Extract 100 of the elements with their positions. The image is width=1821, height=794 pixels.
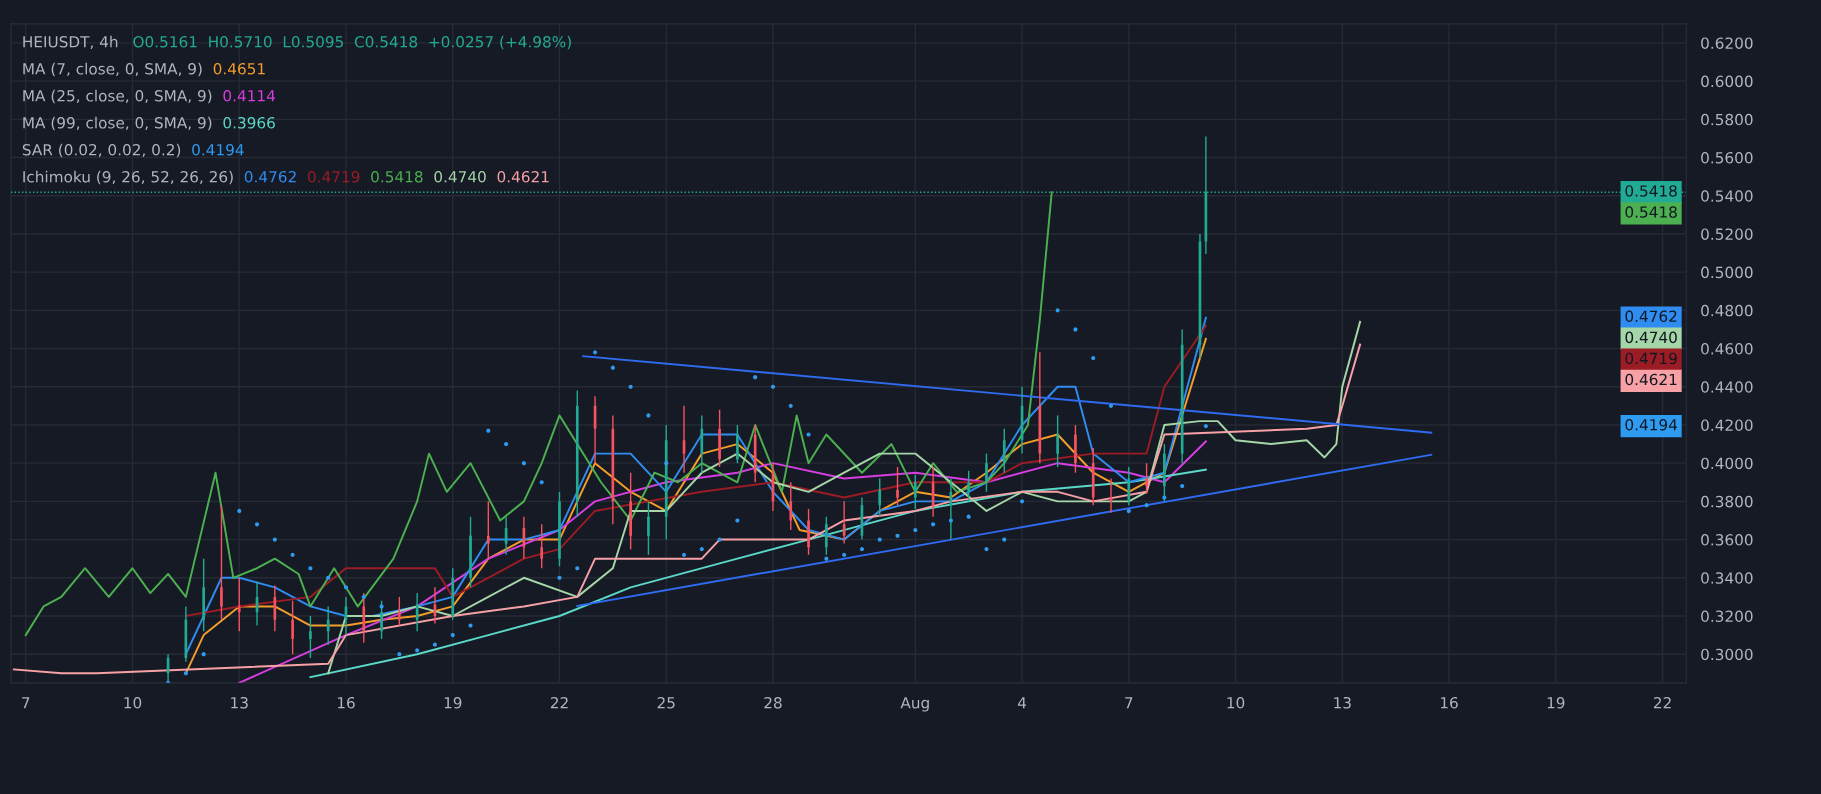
- candlestick: [202, 557, 205, 632]
- annotation: 0.3966: [223, 116, 275, 129]
- y-tick-label: 0.4400: [1701, 381, 1753, 393]
- candlestick: [985, 452, 988, 493]
- point: [504, 441, 509, 447]
- annotation: 0.4719: [307, 170, 360, 183]
- x-tick-label: 19: [444, 697, 462, 709]
- annotation: 0.5418: [371, 170, 423, 183]
- point: [859, 547, 865, 552]
- annotation: MA (7, close, 0, SMA, 9): [23, 62, 202, 77]
- y-tick-label: 0.6200: [1701, 37, 1753, 49]
- point: [699, 547, 704, 552]
- point: [272, 537, 277, 542]
- annotation: MA (25, close, 0, SMA, 9): [23, 89, 212, 104]
- point: [432, 642, 438, 647]
- point: [486, 428, 491, 433]
- point: [592, 350, 598, 355]
- x-tick-label: 22: [550, 697, 568, 709]
- point: [948, 518, 953, 523]
- point: [521, 461, 526, 466]
- y-tick-label: 0.3000: [1701, 648, 1753, 661]
- y-tick-label: 0.4600: [1701, 343, 1753, 355]
- point: [575, 566, 580, 571]
- candlestick: [486, 500, 490, 560]
- x-tick-label: Aug: [900, 697, 929, 712]
- point: [931, 522, 936, 527]
- y-tick-label: 0.5800: [1701, 113, 1753, 126]
- x-tick-label: 4: [1017, 697, 1027, 709]
- annotation: 0.4719: [1625, 352, 1677, 365]
- annotation: 0.4651: [213, 63, 265, 75]
- annotation: 0.5418: [1625, 206, 1677, 218]
- x-tick-label: 19: [1547, 697, 1565, 709]
- y-tick-label: 0.5400: [1701, 190, 1753, 202]
- candlestick: [1056, 414, 1059, 468]
- x-tick-label: 16: [337, 697, 355, 709]
- annotation: 0.4194: [192, 143, 244, 156]
- y-tick-label: 0.4000: [1701, 457, 1753, 470]
- candlestick: [807, 508, 810, 556]
- annotation: 0.4740: [434, 170, 486, 183]
- point: [895, 533, 900, 538]
- x-tick-label: 13: [1334, 697, 1351, 709]
- point: [842, 552, 847, 557]
- candlestick: [647, 500, 650, 556]
- x-tick-label: 28: [764, 697, 782, 709]
- point: [539, 480, 544, 485]
- x-tick-label: 7: [1125, 697, 1133, 709]
- x-tick-label: 16: [1440, 697, 1458, 709]
- point: [1019, 499, 1025, 504]
- candlestick: [1002, 428, 1006, 474]
- annotation: 0.4621: [1625, 373, 1677, 386]
- annotation: SAR (0.02, 0.02, 0.2): [22, 143, 181, 158]
- point: [806, 432, 811, 437]
- annotation: Ichimoku (9, 26, 52, 26, 26): [23, 170, 233, 185]
- y-tick-label: 0.3200: [1701, 610, 1753, 622]
- point: [415, 648, 420, 653]
- point: [753, 375, 758, 380]
- candlestick: [1074, 424, 1077, 474]
- candlestick: [789, 481, 793, 531]
- x-tick-label: 10: [124, 697, 142, 709]
- candlestick: [558, 491, 561, 568]
- point: [450, 633, 455, 638]
- x-tick-label: 10: [1227, 697, 1245, 709]
- candlestick: [309, 615, 312, 659]
- annotation: 0.5418: [1625, 185, 1677, 197]
- point: [361, 594, 366, 599]
- candlestick: [291, 600, 294, 655]
- y-tick-label: 0.3400: [1701, 572, 1753, 584]
- point: [966, 514, 971, 519]
- text: HEIUSDT, 4h: [23, 35, 118, 50]
- candlestick: [540, 523, 544, 569]
- point: [237, 508, 242, 514]
- y-tick-label: 0.6000: [1701, 75, 1753, 88]
- candlestick: [469, 515, 472, 589]
- annotation: 0.4740: [1625, 331, 1677, 344]
- x-tick-label: 25: [657, 697, 675, 709]
- candlestick: [896, 466, 899, 506]
- point: [628, 384, 633, 389]
- point: [557, 575, 562, 580]
- y-tick-label: 0.4200: [1701, 419, 1753, 431]
- point: [770, 384, 776, 389]
- point: [984, 547, 989, 552]
- candlestick: [878, 477, 882, 518]
- point: [254, 522, 260, 527]
- y-tick-label: 0.5200: [1701, 228, 1753, 240]
- annotation: 0.4762: [1625, 310, 1677, 323]
- text: O0.5161 H0.5710 L0.5095 C0.5418 +0.0257 (+4.98%): [133, 35, 571, 50]
- candlestick: [718, 408, 721, 468]
- candlestick: [967, 470, 971, 503]
- annotation: 0.4194: [1625, 418, 1678, 431]
- candlestick: [237, 577, 241, 632]
- annotation: MA (99, close, 0, SMA, 9): [23, 116, 212, 131]
- candlestick: [736, 424, 739, 464]
- point: [308, 566, 313, 571]
- candlestick: [1127, 466, 1131, 506]
- annotation: 0.4621: [497, 170, 549, 183]
- candlestick: [825, 515, 828, 556]
- point: [397, 652, 402, 657]
- x-tick-label: 7: [22, 697, 30, 709]
- annotation: 0.4762: [244, 170, 296, 183]
- point: [788, 403, 793, 408]
